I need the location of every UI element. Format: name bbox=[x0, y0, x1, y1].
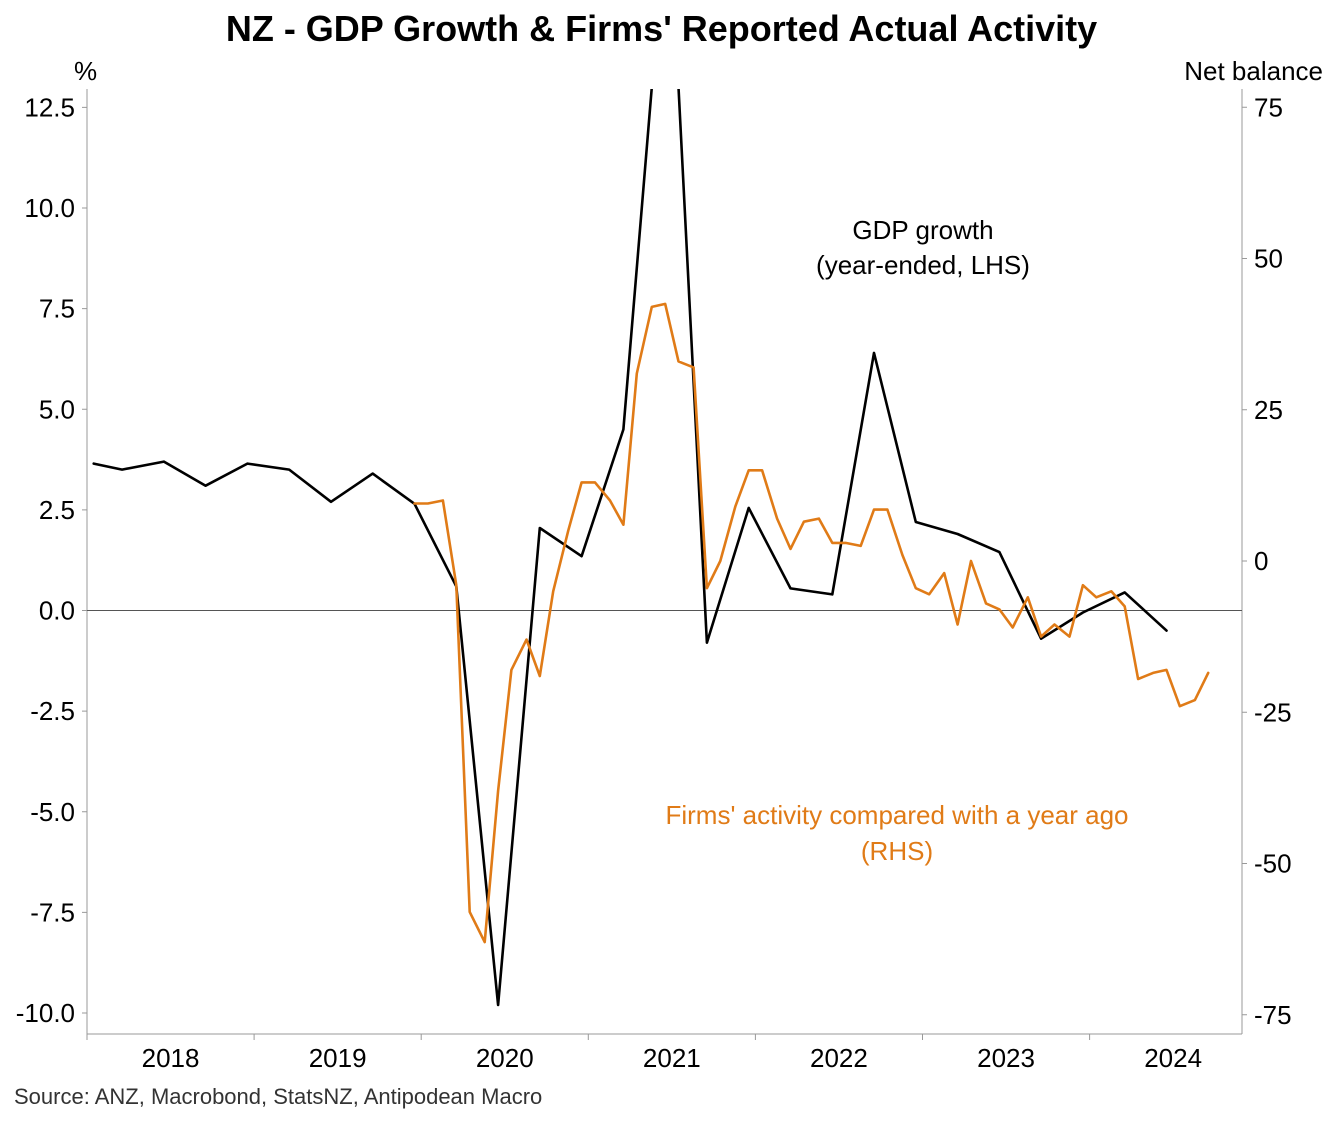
right-tick-label: -25 bbox=[1254, 697, 1292, 727]
left-tick-label: -5.0 bbox=[30, 797, 75, 827]
left-tick-label: -2.5 bbox=[30, 696, 75, 726]
right-tick-label: 25 bbox=[1254, 395, 1283, 425]
x-tick-label: 2024 bbox=[1144, 1043, 1202, 1073]
x-tick-label: 2019 bbox=[309, 1043, 367, 1073]
x-tick-label: 2020 bbox=[476, 1043, 534, 1073]
left-tick-label: 2.5 bbox=[39, 495, 75, 525]
right-axis: 75 50 25 0 -25 -50 -75 bbox=[1241, 89, 1292, 1034]
x-axis: 2018 2019 2020 2021 2022 2023 2024 bbox=[86, 1033, 1242, 1073]
firms-annotation-line1: Firms' activity compared with a year ago bbox=[665, 800, 1128, 830]
firms-activity-line bbox=[413, 302, 1210, 944]
source-note: Source: ANZ, Macrobond, StatsNZ, Antipod… bbox=[14, 1084, 543, 1109]
right-axis-unit: Net balance bbox=[1184, 56, 1323, 86]
right-tick-label: -50 bbox=[1254, 849, 1292, 879]
left-tick-label: 5.0 bbox=[39, 394, 75, 424]
gdp-annotation-line2: (year-ended, LHS) bbox=[816, 250, 1030, 280]
series-group bbox=[92, 89, 1210, 1007]
x-tick-label: 2022 bbox=[810, 1043, 868, 1073]
right-tick-label: -75 bbox=[1254, 1000, 1292, 1030]
right-tick-label: 75 bbox=[1254, 92, 1283, 122]
x-tick-label: 2018 bbox=[142, 1043, 200, 1073]
left-tick-label: -10.0 bbox=[16, 998, 75, 1028]
left-tick-label: 0.0 bbox=[39, 596, 75, 626]
chart-title: NZ - GDP Growth & Firms' Reported Actual… bbox=[225, 8, 1098, 49]
right-tick-label: 50 bbox=[1254, 244, 1283, 274]
left-axis-unit: % bbox=[74, 56, 98, 86]
left-tick-label: 7.5 bbox=[39, 294, 75, 324]
x-tick-label: 2023 bbox=[977, 1043, 1035, 1073]
left-axis: 12.5 10.0 7.5 5.0 2.5 0.0 -2.5 -5.0 -7.5 -10.0 bbox=[16, 89, 88, 1034]
left-tick-label: 12.5 bbox=[24, 92, 75, 122]
left-tick-label: -7.5 bbox=[30, 897, 75, 927]
gdp-annotation-line1: GDP growth bbox=[852, 215, 993, 245]
left-tick-label: 10.0 bbox=[24, 193, 75, 223]
firms-annotation-line2: (RHS) bbox=[861, 836, 933, 866]
gdp-growth-line bbox=[92, 89, 1168, 1007]
x-tick-label: 2021 bbox=[643, 1043, 701, 1073]
right-tick-label: 0 bbox=[1254, 546, 1268, 576]
